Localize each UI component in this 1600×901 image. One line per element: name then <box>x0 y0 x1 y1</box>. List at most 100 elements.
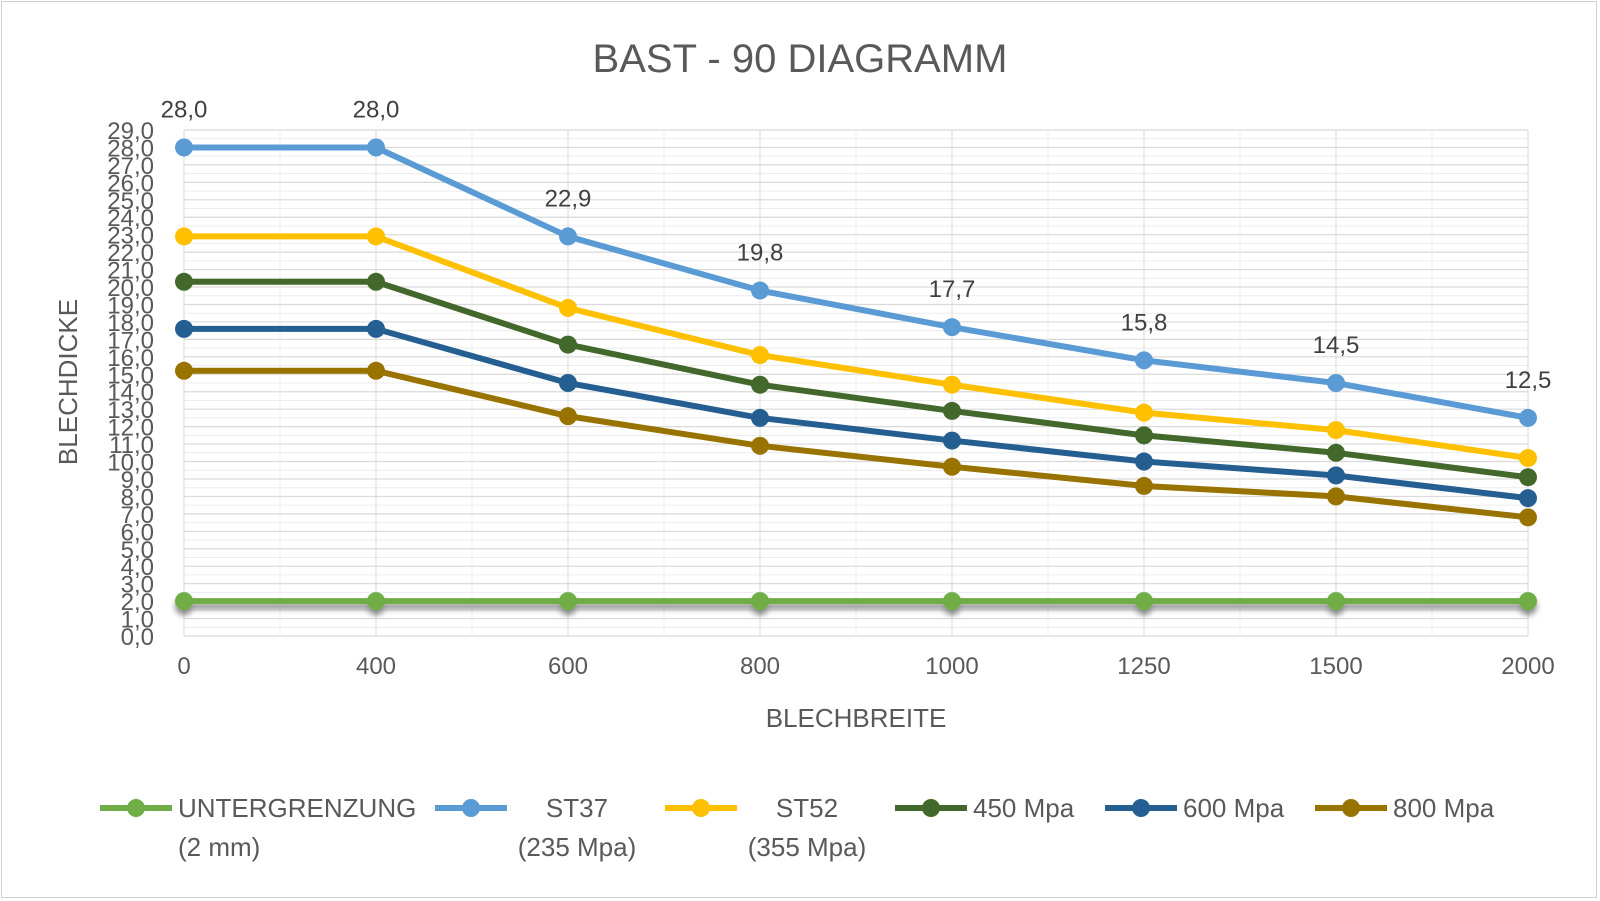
legend-label: 800 Mpa <box>1393 793 1495 823</box>
data-point <box>367 272 385 291</box>
chart-title: BAST - 90 DIAGRAMM <box>593 37 1008 81</box>
y-tick-label: 28,0 <box>107 135 154 162</box>
data-point <box>367 319 385 338</box>
data-point <box>1135 426 1153 445</box>
x-axis-title: BLECHBREITE <box>766 703 947 733</box>
legend-item: 600 Mpa <box>1105 793 1285 823</box>
legend-label: 600 Mpa <box>1183 793 1285 823</box>
y-tick-label: 8,0 <box>121 484 154 511</box>
y-tick-label: 29,0 <box>107 118 154 145</box>
x-tick-label: 2000 <box>1501 653 1554 680</box>
series-line <box>184 233 1529 461</box>
legend-item: UNTERGRENZUNG (2 mm) <box>100 793 416 862</box>
data-point <box>559 298 577 317</box>
data-label: 22,9 <box>545 185 592 212</box>
data-point <box>751 592 769 611</box>
legend-label: (235 Mpa) <box>518 832 637 862</box>
y-tick-label: 1,0 <box>121 607 154 634</box>
legend-label: 450 Mpa <box>973 793 1075 823</box>
x-tick-label: 400 <box>356 653 396 680</box>
data-point <box>367 138 385 157</box>
data-point <box>175 227 193 246</box>
data-point <box>559 374 577 392</box>
series-1 <box>175 138 1537 427</box>
y-tick-label: 23,0 <box>107 223 154 250</box>
data-label: 12,5 <box>1505 367 1552 394</box>
data-point <box>559 335 577 354</box>
legend-swatch-marker <box>1342 799 1360 817</box>
legend-item: ST37 (235 Mpa) <box>435 793 636 862</box>
y-tick-label: 27,0 <box>107 153 154 180</box>
legend-item: ST52 (355 Mpa) <box>665 793 866 862</box>
y-tick-label: 0,0 <box>121 624 154 651</box>
data-point <box>1327 421 1345 440</box>
y-tick-label: 20,0 <box>107 275 154 302</box>
series-line <box>184 367 1529 521</box>
y-tick-label: 3,0 <box>121 572 154 599</box>
x-tick-label: 600 <box>548 653 588 680</box>
data-label: 14,5 <box>1313 332 1360 359</box>
series-0 <box>175 592 1537 611</box>
y-tick-label: 18,0 <box>107 310 154 337</box>
legend-label: (355 Mpa) <box>748 832 867 862</box>
data-point <box>559 407 577 426</box>
data-label: 15,8 <box>1121 309 1168 336</box>
data-point <box>751 281 769 300</box>
data-label: 17,7 <box>929 276 976 303</box>
x-tick-label: 1500 <box>1309 653 1362 680</box>
data-point <box>1519 449 1537 468</box>
legend-item: 800 Mpa <box>1315 793 1495 823</box>
legend-item: 450 Mpa <box>895 793 1075 823</box>
y-tick-label: 19,0 <box>107 292 154 319</box>
data-point <box>751 436 769 455</box>
series-3 <box>175 272 1537 487</box>
data-labels: 28,0 28,0 22,9 19,8 17,7 15,8 14,5 12,5 <box>161 96 1552 393</box>
y-tick-label: 4,0 <box>121 554 154 581</box>
data-point <box>367 227 385 246</box>
y-axis-title: BLECHDICKE <box>53 299 83 465</box>
y-tick-label: 26,0 <box>107 170 154 197</box>
data-point <box>1519 468 1537 487</box>
legend-label: (2 mm) <box>178 832 260 862</box>
y-tick-label: 10,0 <box>107 450 154 477</box>
data-point <box>175 272 193 291</box>
legend-label: ST52 <box>776 793 838 823</box>
data-point <box>943 457 961 476</box>
legend-label: ST37 <box>546 793 608 823</box>
y-tick-label: 7,0 <box>121 502 154 529</box>
data-point <box>367 361 385 380</box>
x-tick-label: 0 <box>177 653 190 680</box>
data-point <box>943 592 961 611</box>
data-label: 19,8 <box>737 240 784 267</box>
series-line <box>184 144 1529 421</box>
data-point <box>1135 403 1153 422</box>
y-tick-label: 5,0 <box>121 537 154 564</box>
data-point <box>943 375 961 394</box>
y-tick-label: 17,0 <box>107 327 154 354</box>
data-point <box>751 346 769 365</box>
series-5 <box>175 361 1537 527</box>
y-axis-ticks: 0,01,02,03,04,05,06,07,08,09,010,011,012… <box>107 118 154 651</box>
data-point <box>751 375 769 394</box>
y-tick-label: 9,0 <box>121 467 154 494</box>
data-point <box>1327 443 1345 462</box>
legend: UNTERGRENZUNG (2 mm) ST37 (235 Mpa) ST52 (355… <box>100 793 1495 862</box>
series-group <box>175 138 1537 611</box>
series-2 <box>175 227 1537 468</box>
y-tick-label: 24,0 <box>107 205 154 232</box>
data-point <box>1519 489 1537 508</box>
data-point <box>1327 592 1345 611</box>
data-point <box>175 138 193 157</box>
x-tick-label: 800 <box>740 653 780 680</box>
data-point <box>1327 374 1345 392</box>
y-tick-label: 13,0 <box>107 397 154 424</box>
data-point <box>1135 351 1153 370</box>
data-point <box>1135 476 1153 495</box>
data-point <box>559 592 577 611</box>
grid <box>183 129 1529 637</box>
data-point <box>751 408 769 427</box>
x-axis-ticks: 0 400 600 800 1000 1250 1500 2000 <box>177 653 1554 680</box>
legend-swatch-marker <box>462 799 480 817</box>
data-point <box>367 592 385 611</box>
